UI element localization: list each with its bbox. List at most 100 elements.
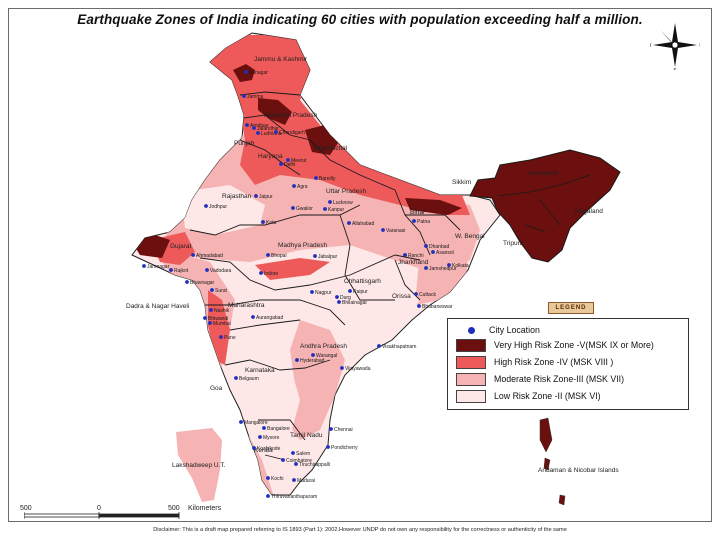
city-label: Raipur [353, 289, 368, 295]
zone-veryhigh-hp [258, 98, 292, 125]
label-hp: Himachal Pradesh [264, 112, 317, 119]
northeast-india [469, 149, 621, 263]
city-dot [208, 321, 212, 325]
city-label: Ranchi [408, 253, 424, 259]
label-uttaranchal: Uttaranchal [314, 145, 348, 152]
legend-item-zone-v: Very High Risk Zone -V(MSK IX or More) [456, 338, 654, 352]
compass-rose-icon: N S W E [650, 20, 700, 70]
zone-veryhigh-kashmir [233, 64, 255, 82]
city-dot [337, 300, 341, 304]
city-label: Mysore [263, 435, 280, 441]
city-dot [417, 304, 421, 308]
city-dot [209, 308, 213, 312]
legend-tag: LEGEND [548, 302, 594, 314]
city-label: Thiruvananthapuram [271, 494, 317, 500]
city-label: Nashik [214, 308, 230, 314]
city-label: Kochi [271, 476, 284, 482]
scale-mid: 0 [97, 505, 101, 512]
city-label: Coimbatore [286, 458, 312, 464]
city-label: Bhopal [271, 253, 287, 259]
legend-label: City Location [489, 325, 540, 335]
city-dot [266, 253, 270, 257]
city-dot [239, 420, 243, 424]
city-dot [314, 176, 318, 180]
city-dot [328, 200, 332, 204]
zone-high-north [205, 35, 470, 215]
city-dot [294, 462, 298, 466]
label-chhattisgarh: Chhattisgarh [344, 278, 381, 285]
city-label: Bareilly [319, 176, 336, 182]
city-label: Aurangabad [256, 315, 283, 321]
city-dot [313, 254, 317, 258]
zone-high-narmada [255, 258, 330, 280]
city-dot [329, 427, 333, 431]
city-label: Kota [266, 220, 277, 226]
city-label: Vadodara [210, 268, 232, 274]
legend-item-zone-iv: High Risk Zone -IV (MSK VIII ) [456, 355, 613, 369]
swatch-zone-ii [456, 389, 486, 403]
city-label: Bhiwandi [208, 316, 228, 322]
city-dot [377, 344, 381, 348]
label-wbengal: W. Bengal [455, 233, 485, 240]
city-label: Indore [264, 271, 278, 277]
legend-item-zone-ii: Low Risk Zone -II (MSK VI) [456, 389, 601, 403]
city-label: Jammu [247, 94, 264, 100]
city-label: Mangalore [244, 420, 268, 426]
city-dot [203, 316, 207, 320]
city-label: Kanpur [328, 207, 344, 213]
city-layer: SrinagarJammuAmritsarJalandharLudhianaCh… [142, 70, 469, 500]
city-dot [347, 221, 351, 225]
legend-label: Moderate Risk Zone-III (MSK VII) [494, 374, 625, 384]
ne-borders [497, 174, 591, 233]
city-dot [381, 228, 385, 232]
city-label: Patna [417, 219, 430, 225]
city-label: Ludhiana [261, 131, 282, 137]
city-label: Bangalore [267, 426, 290, 432]
map-title: Earthquake Zones of India indicating 60 … [77, 12, 643, 27]
label-jharkhand: Jharkhand [398, 259, 429, 266]
legend-item-city: City Location [456, 323, 540, 337]
legend-label: Low Risk Zone -II (MSK VI) [494, 391, 601, 401]
label-up: Uttar Pradesh [326, 188, 366, 195]
city-label: Chandigarh [279, 130, 305, 136]
city-label: Dhanbad [429, 244, 450, 250]
city-dot [251, 315, 255, 319]
city-dot [412, 219, 416, 223]
compass-w: W [650, 43, 652, 49]
city-label: Tiruchirappalli [299, 462, 330, 468]
label-dadra: Dadra & Nagar Haveli [126, 303, 189, 310]
city-dot [219, 335, 223, 339]
city-label: Delhi [284, 162, 295, 168]
compass-n: N [673, 20, 677, 21]
city-label: Varanasi [386, 228, 405, 234]
disclaimer: Disclaimer: This is a draft map prepared… [153, 527, 567, 533]
city-label: Jalandhar [257, 126, 279, 132]
city-label: Meerut [291, 158, 307, 164]
label-sikkim: Sikkim [452, 179, 471, 186]
city-dot [191, 253, 195, 257]
lakshadweep-islands [176, 428, 222, 502]
city-dot [252, 126, 256, 130]
city-dot [205, 268, 209, 272]
city-dot [340, 366, 344, 370]
legend-label: Very High Risk Zone -V(MSK IX or More) [494, 340, 654, 350]
label-tn: Tamil Nadu [290, 432, 323, 439]
scale-right: 500 [168, 505, 180, 512]
city-dot [431, 250, 435, 254]
city-label: Salem [296, 451, 310, 457]
scale-unit: Kilometers [188, 505, 222, 512]
zone-moderate-south [285, 320, 345, 440]
city-label: Kolkata [452, 263, 469, 269]
city-label: Asansol [436, 250, 454, 256]
city-label: Belgaum [239, 376, 259, 382]
city-dot [244, 70, 248, 74]
label-orissa: Orissa [392, 293, 411, 300]
city-dot [310, 290, 314, 294]
city-dot [210, 288, 214, 292]
city-dot [254, 194, 258, 198]
label-bihar: Bihar [410, 209, 426, 216]
city-dot [259, 271, 263, 275]
city-dot [258, 435, 262, 439]
city-label: Amritsar [250, 123, 269, 129]
